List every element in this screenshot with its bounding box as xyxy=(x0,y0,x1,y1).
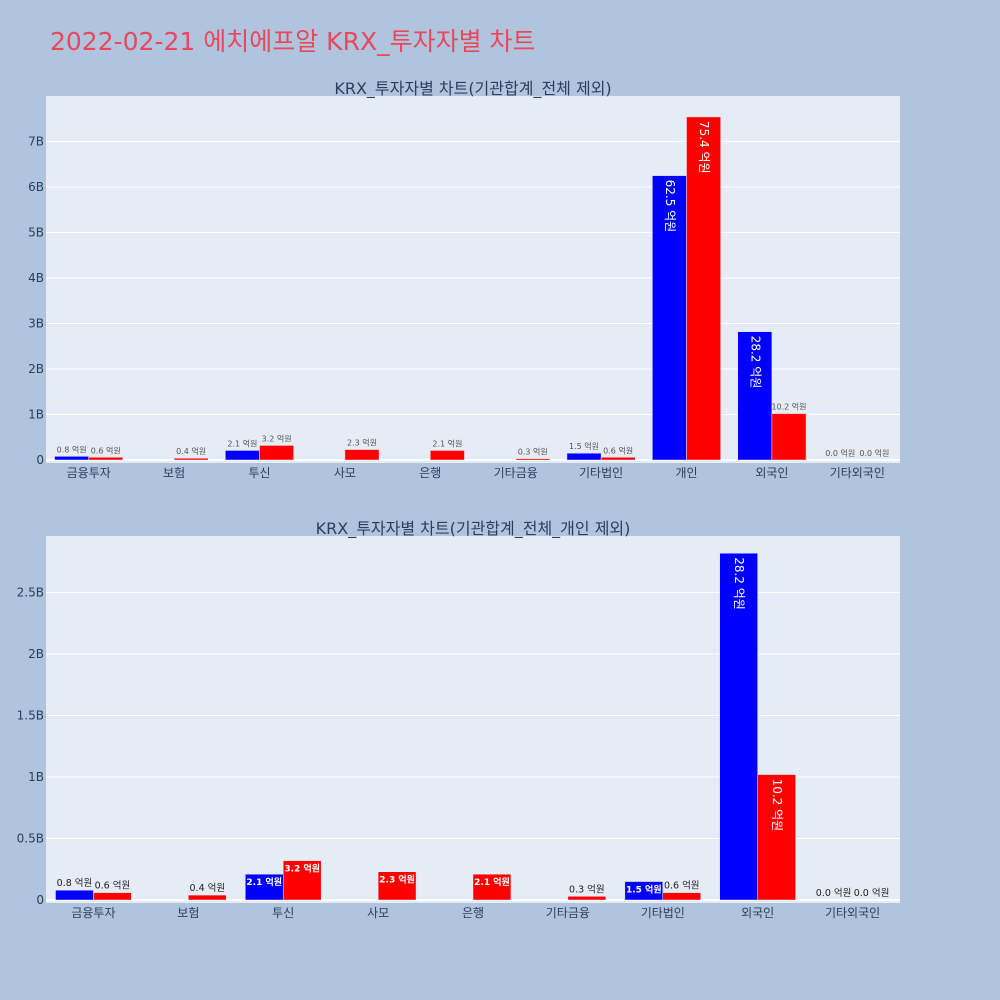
data-label: 1.5 억원 xyxy=(626,884,662,896)
bar xyxy=(173,457,209,461)
chart-title: KRX_투자자별 차트(기관합계_전체 제외) xyxy=(334,79,611,99)
bar xyxy=(686,116,721,461)
y-tick-label: 0 xyxy=(36,453,44,467)
bar xyxy=(188,894,227,901)
bar xyxy=(377,871,417,901)
x-tick-label: 기타법인 xyxy=(641,906,685,920)
data-label: 3.2 억원 xyxy=(262,433,292,443)
data-label: 0.3 억원 xyxy=(518,447,548,457)
y-tick-label: 2B xyxy=(28,647,44,661)
bar xyxy=(55,889,94,901)
x-tick-label: 금융투자 xyxy=(67,466,111,480)
y-tick-label: 4B xyxy=(28,271,44,285)
data-label: 10.2 억원 xyxy=(770,779,784,832)
data-label: 62.5 억원 xyxy=(663,180,677,233)
x-tick-label: 사모 xyxy=(367,906,389,920)
data-label: 0.0 억원 xyxy=(854,887,890,899)
x-tick-label: 은행 xyxy=(462,905,484,920)
x-tick-label: 기타외국인 xyxy=(825,906,880,920)
x-tick-label: 기타금융 xyxy=(546,906,590,920)
bar xyxy=(662,892,701,901)
bar xyxy=(54,456,89,461)
chart-title: KRX_투자자별 차트(기관합계_전체_개인 제외) xyxy=(316,519,631,539)
x-tick-label: 외국인 xyxy=(755,466,788,480)
bar xyxy=(259,445,294,461)
data-label: 2.1 억원 xyxy=(432,438,462,448)
bar xyxy=(737,331,773,461)
chart-2: KRX_투자자별 차트(기관합계_전체_개인 제외) 0 0.5B 1B 1.5B 2B 2… xyxy=(17,519,900,920)
y-tick-label: 7B xyxy=(28,135,44,149)
data-label: 0.8 억원 xyxy=(57,877,93,889)
bar xyxy=(515,458,551,461)
y-tick-label: 5B xyxy=(28,226,44,240)
chart-1: KRX_투자자별 차트(기관합계_전체 제외) 0 1B 2B 3B 4B 5B 6B 7B 금융… xyxy=(28,79,900,480)
x-tick-label: 기타외국인 xyxy=(830,466,885,480)
x-tick-label: 사모 xyxy=(334,466,356,480)
data-label: 28.2 억원 xyxy=(732,557,746,610)
y-tick-label: 1B xyxy=(28,770,44,784)
data-label: 0.6 억원 xyxy=(91,445,121,455)
data-label: 2.1 억원 xyxy=(246,876,282,888)
data-label: 2.3 억원 xyxy=(347,438,377,448)
data-label: 0.6 억원 xyxy=(603,445,633,455)
bar xyxy=(566,452,602,461)
data-label: 1.5 억원 xyxy=(569,441,599,451)
y-tick-label: 6B xyxy=(28,180,44,194)
data-label: 0.0 억원 xyxy=(825,448,855,458)
data-label: 0.4 억원 xyxy=(190,882,226,894)
data-label: 0.0 억원 xyxy=(816,887,852,899)
data-label: 0.8 억원 xyxy=(57,444,87,454)
bar xyxy=(719,552,758,901)
data-label: 0.3 억원 xyxy=(569,883,605,895)
bar xyxy=(225,450,260,461)
bar xyxy=(624,881,664,901)
bar xyxy=(245,873,284,901)
x-tick-label: 투신 xyxy=(272,906,294,920)
bar xyxy=(344,449,380,461)
bar xyxy=(88,457,124,461)
x-tick-label: 개인 xyxy=(675,466,697,480)
x-tick-label: 외국인 xyxy=(741,906,774,920)
data-label: 2.1 억원 xyxy=(474,876,510,888)
data-label: 2.3 억원 xyxy=(379,874,415,886)
data-label: 0.4 억원 xyxy=(176,446,206,456)
bar xyxy=(771,413,807,461)
bar xyxy=(472,873,512,901)
data-label: 10.2 억원 xyxy=(771,402,806,412)
bar xyxy=(567,896,607,901)
data-label: 2.1 억원 xyxy=(227,438,257,448)
data-label: 75.4 억원 xyxy=(697,121,711,174)
x-tick-label: 투신 xyxy=(248,466,270,480)
data-label: 28.2 억원 xyxy=(748,336,762,389)
data-label: 0.0 억원 xyxy=(859,448,889,458)
bar xyxy=(430,450,465,461)
bar xyxy=(93,892,132,901)
y-tick-label: 0.5B xyxy=(17,832,44,846)
y-tick-label: 2B xyxy=(28,362,44,376)
x-tick-label: 기타금융 xyxy=(494,466,538,480)
bar xyxy=(282,860,322,901)
bar xyxy=(600,457,636,461)
data-label: 3.2 억원 xyxy=(284,863,320,875)
x-tick-label: 은행 xyxy=(419,465,441,480)
x-tick-label: 금융투자 xyxy=(71,906,115,920)
y-tick-label: 3B xyxy=(28,317,44,331)
data-label: 0.6 억원 xyxy=(95,880,131,892)
y-tick-label: 1B xyxy=(28,408,44,422)
data-label: 0.6 억원 xyxy=(664,880,700,892)
page-title: 2022-02-21 에치에프알 KRX_투자자별 차트 xyxy=(50,27,536,56)
y-tick-label: 2.5B xyxy=(17,586,44,600)
y-tick-label: 1.5B xyxy=(17,709,44,723)
y-tick-label: 0 xyxy=(36,893,44,907)
x-tick-label: 기타법인 xyxy=(579,466,623,480)
x-tick-label: 보험 xyxy=(163,466,185,480)
bar xyxy=(757,774,796,901)
x-tick-label: 보험 xyxy=(177,906,199,920)
